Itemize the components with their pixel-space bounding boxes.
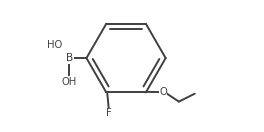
Text: F: F [106, 109, 112, 119]
Text: O: O [159, 87, 167, 97]
Text: B: B [66, 53, 73, 63]
Text: OH: OH [62, 77, 77, 87]
Text: HO: HO [47, 40, 62, 50]
